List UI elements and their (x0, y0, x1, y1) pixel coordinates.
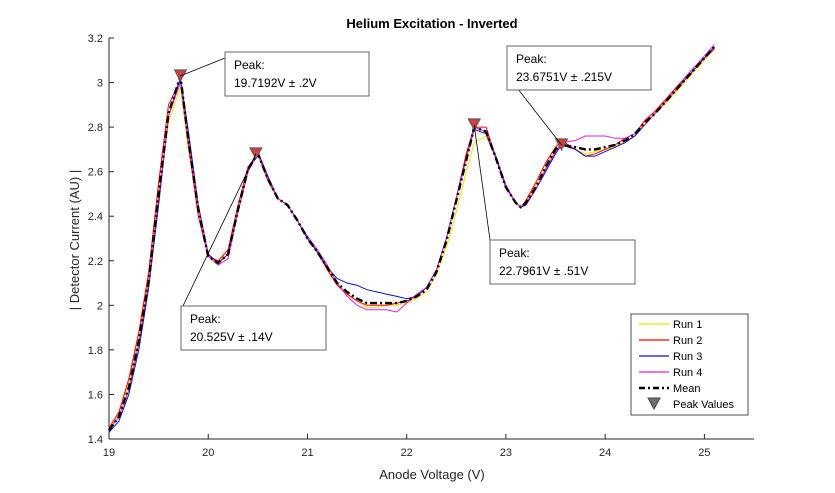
x-tick-label: 23 (500, 447, 512, 459)
legend-entry-label: Mean (673, 383, 701, 395)
y-tick-label: 2.6 (88, 167, 103, 179)
legend-entry-label: Run 2 (673, 335, 702, 347)
annotation-title: Peak: (516, 52, 547, 66)
x-tick-label: 19 (103, 447, 115, 459)
annotation-box (180, 305, 327, 351)
annotation-leader-line (182, 153, 257, 307)
annotation-leader-line (180, 57, 226, 77)
y-tick-label: 3.2 (88, 33, 103, 45)
chart-title: Helium Excitation - Inverted (346, 16, 517, 31)
legend-swatch-marker (647, 397, 661, 411)
annotation-title: Peak: (234, 58, 265, 72)
annotation-value: 22.7961V ± .51V (499, 264, 588, 278)
axes: 19 20 21 22 23 24 25 1.4 1.6 1.8 2 2.2 2.4 2.6 2.8 3 3.2 (88, 33, 754, 459)
series-layer (108, 44, 716, 433)
peak-marker (173, 69, 188, 82)
x-tick-label: 21 (301, 447, 313, 459)
peak-marker (249, 147, 263, 160)
x-axis-label: Anode Voltage (V) (379, 467, 485, 482)
y-tick-label: 1.8 (88, 345, 103, 357)
annotation-value: 19.7192V ± .2V (234, 76, 317, 90)
annotation-title: Peak: (499, 246, 530, 260)
peak-marker (467, 118, 482, 131)
x-tick-label: 25 (698, 447, 710, 459)
annotation-title: Peak: (190, 312, 221, 326)
series-line-mean (108, 46, 716, 431)
y-tick-label: 3 (97, 78, 103, 90)
y-tick-label: 2.2 (88, 256, 103, 268)
annotation-box (224, 51, 370, 97)
y-axis-label: | Detector Current (AU) | (67, 170, 82, 310)
y-tick-label: 1.6 (88, 389, 103, 401)
x-tick-label: 20 (202, 447, 214, 459)
legend-entry-label: Run 1 (673, 319, 702, 331)
annotation-leader-line (473, 124, 491, 241)
y-tick-label: 1.4 (88, 434, 103, 446)
annotation-value: 23.6751V ± .215V (516, 70, 612, 84)
legend-entry-label: Run 4 (673, 367, 702, 379)
annotation-value: 20.525V ± .14V (190, 330, 273, 344)
y-tick-label: 2.4 (88, 211, 103, 223)
x-tick-label: 22 (401, 447, 413, 459)
annotation-box (506, 45, 652, 91)
legend-entry-label: Run 3 (673, 351, 702, 363)
annotation-box (489, 239, 636, 285)
y-tick-label: 2.8 (88, 122, 103, 134)
y-tick-label: 2 (97, 300, 103, 312)
x-tick-label: 24 (599, 447, 611, 459)
legend-entry-label: Peak Values (673, 399, 734, 411)
legend: Run 1 Run 2 Run 3 Run 4 Mean Peak Values (630, 313, 749, 416)
annotations: Peak: 19.7192V ± .2V Peak: 20.525V ± .14V Pe… (180, 45, 652, 351)
